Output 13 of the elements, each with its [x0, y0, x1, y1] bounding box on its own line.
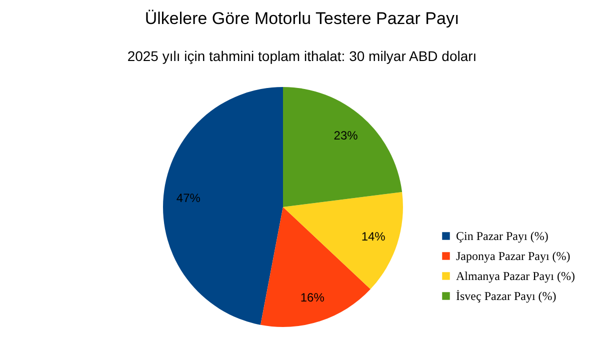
pie-slice — [163, 87, 283, 325]
legend-label: Almanya Pazar Payı (%) — [456, 269, 575, 283]
data-label: 14% — [361, 229, 386, 244]
data-label: 23% — [334, 128, 358, 143]
data-label: 16% — [300, 290, 325, 304]
legend-label: Japonya Pazar Payı (%) — [456, 249, 570, 263]
chart-subtitle: 2025 yılı için tahmini toplam ithalat: 30 milyar ABD doları — [127, 48, 477, 64]
pie-slice — [283, 192, 403, 290]
legend-label: Çin Pazar Payı (%) — [456, 229, 548, 243]
data-label: 47% — [176, 191, 201, 206]
pie-slice — [283, 87, 402, 207]
legend-label: İsveç Pazar Payı (%) — [456, 289, 556, 303]
chart-title: Ülkelere Göre Motorlu Testere Pazar Payı — [144, 9, 460, 28]
